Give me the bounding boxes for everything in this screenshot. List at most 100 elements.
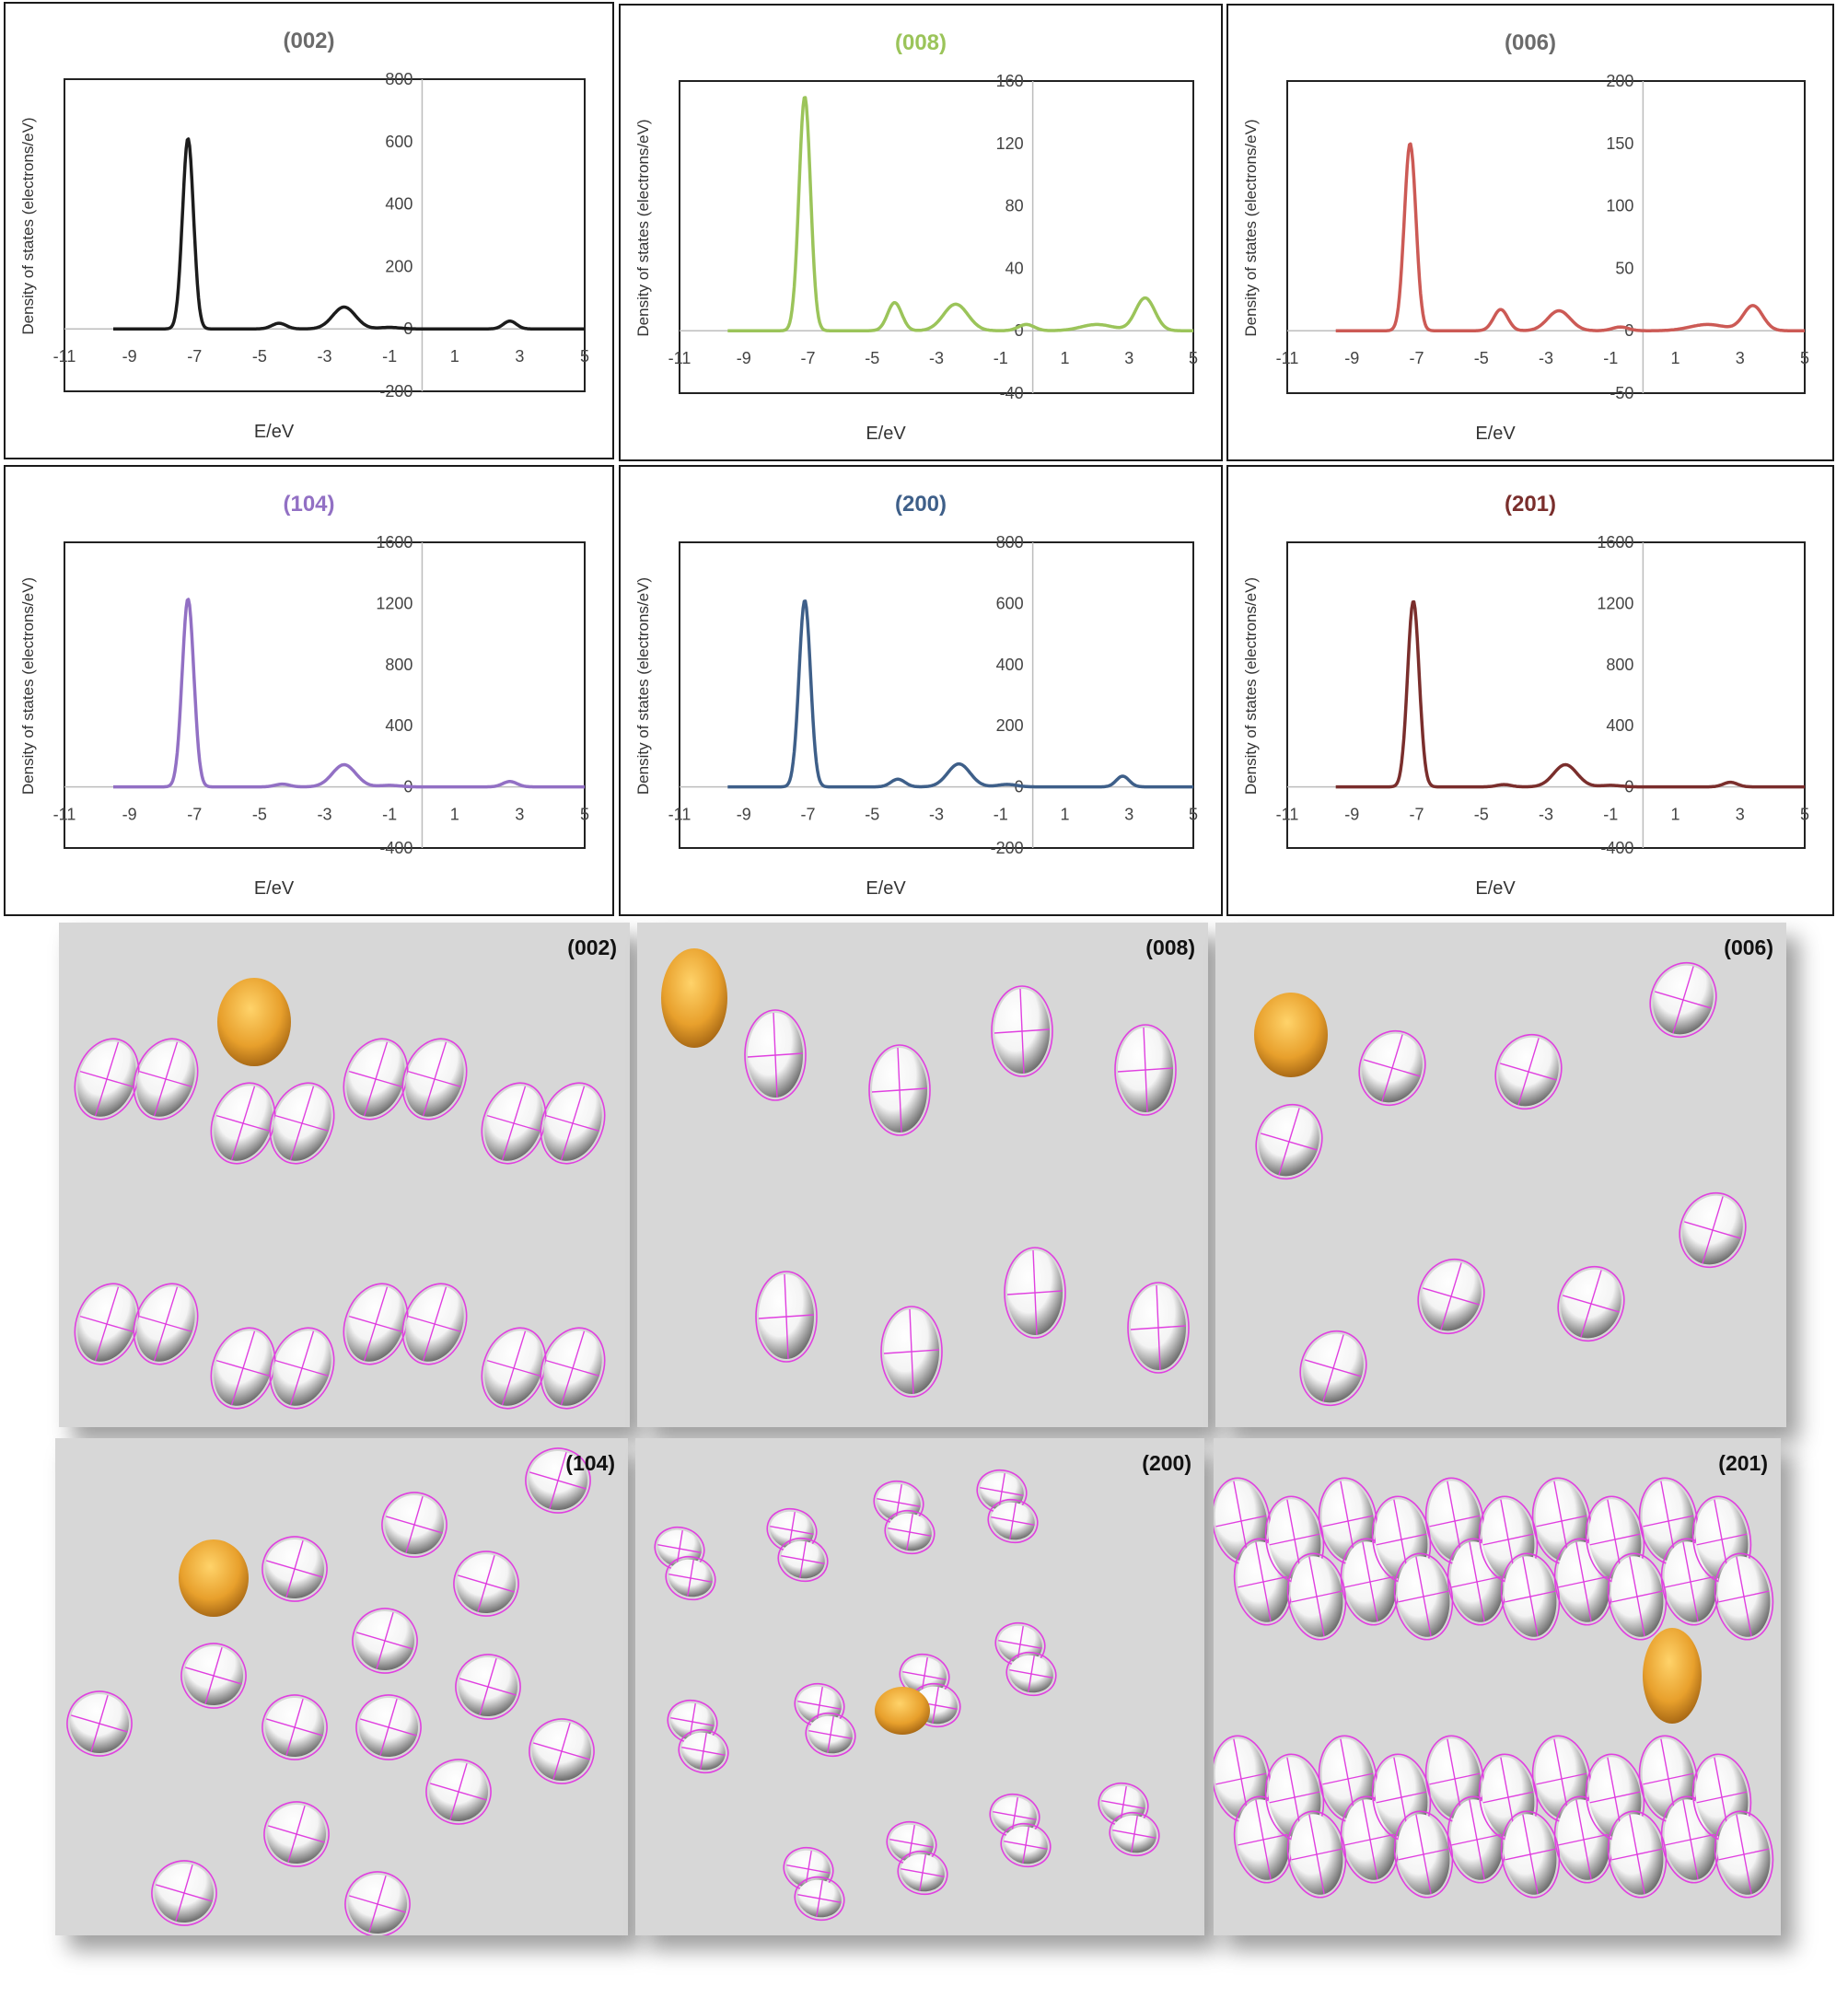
x-tick-label: -11 <box>53 806 76 824</box>
y-tick-label: 200 <box>996 716 1024 735</box>
white-atom <box>343 1038 409 1121</box>
white-atom <box>1494 1033 1563 1110</box>
x-axis-label: E/eV <box>1475 878 1516 899</box>
white-atom <box>654 1526 705 1572</box>
white-atom <box>1531 1735 1592 1823</box>
structure-label: (200) <box>1142 1451 1191 1475</box>
y-tick-label: -200 <box>991 839 1024 857</box>
x-tick-label: -3 <box>1539 806 1553 824</box>
white-atom <box>1714 1552 1774 1641</box>
dos-chart-svg: (006)-11 -9 -7 -5 -3 -1 1 3 5-50050100150200E/eV… <box>1242 30 1809 444</box>
white-atom <box>180 1643 247 1709</box>
white-atom <box>1286 1552 1347 1641</box>
y-axis-label: Density of states (electrons/eV) <box>634 119 652 336</box>
chart-title: (201) <box>1505 492 1556 517</box>
white-atom <box>805 1712 856 1758</box>
y-tick-label: 200 <box>1606 72 1633 90</box>
white-atom <box>1098 1782 1149 1828</box>
white-atom <box>1109 1811 1160 1857</box>
white-atom <box>897 1850 948 1896</box>
y-tick-label: 800 <box>385 656 413 674</box>
y-tick-label: 40 <box>1005 259 1024 277</box>
gold-atom <box>875 1687 930 1735</box>
x-tick-label: -9 <box>1344 806 1359 824</box>
dos-chart-002: (002) -11 -9 -7 -5 -3 -1 1 3 5 -200 0 200 400 600 800 E/… <box>4 2 614 459</box>
white-atom <box>1000 1822 1052 1868</box>
structure-label: (008) <box>1145 935 1195 959</box>
white-atom <box>1127 1282 1190 1374</box>
x-tick-label: 3 <box>1124 806 1133 824</box>
white-atom <box>381 1492 447 1558</box>
white-atom <box>1531 1477 1592 1565</box>
plot-area <box>1286 541 1806 849</box>
white-atom <box>262 1694 328 1760</box>
x-tick-label: -9 <box>1344 349 1359 367</box>
x-axis-label: E/eV <box>254 422 295 442</box>
x-axis-label: E/eV <box>1475 424 1516 444</box>
white-atom <box>1114 1024 1177 1116</box>
x-tick-label: -5 <box>252 806 267 824</box>
structure-svg <box>654 1469 1160 1922</box>
x-tick-label: 1 <box>1060 806 1069 824</box>
y-tick-label: 400 <box>996 656 1024 674</box>
y-tick-label: -400 <box>379 839 413 857</box>
white-atom <box>269 1327 335 1410</box>
white-atom <box>1607 1810 1668 1899</box>
y-tick-label: -40 <box>1000 384 1024 402</box>
dos-curve <box>112 137 586 331</box>
white-atom <box>1004 1247 1066 1339</box>
white-atom <box>151 1860 217 1926</box>
structure-svg <box>1214 1477 1774 1899</box>
x-tick-label: -7 <box>187 347 202 366</box>
y-tick-label: 200 <box>385 257 413 275</box>
x-tick-label: -7 <box>800 349 815 367</box>
white-atom <box>1358 1029 1426 1107</box>
dos-chart-svg: (104)-11 -9 -7 -5 -3 -1 1 3 5-400040080012001600… <box>19 492 589 899</box>
white-atom <box>425 1759 492 1825</box>
y-axis-label: Density of states (electrons/eV) <box>634 577 652 795</box>
structure-label: (104) <box>565 1451 615 1475</box>
y-tick-label: 50 <box>1615 259 1633 277</box>
white-atom <box>1393 1552 1454 1641</box>
x-tick-label: -9 <box>737 806 751 824</box>
x-tick-label: 3 <box>515 347 524 366</box>
white-atom <box>1500 1552 1561 1641</box>
x-axis-label: E/eV <box>866 424 906 444</box>
white-atom <box>777 1537 829 1583</box>
y-tick-label: 150 <box>1606 134 1633 153</box>
x-tick-label: -3 <box>317 806 331 824</box>
y-tick-label: 800 <box>996 533 1024 552</box>
white-atom <box>868 1044 931 1136</box>
white-atom <box>1005 1651 1057 1697</box>
y-tick-label: 800 <box>1606 656 1633 674</box>
white-atom <box>1299 1330 1367 1407</box>
white-atom <box>678 1728 729 1774</box>
white-atom <box>343 1283 409 1365</box>
x-tick-label: -5 <box>1474 806 1489 824</box>
chart-title: (008) <box>895 30 947 55</box>
x-tick-label: 1 <box>450 806 459 824</box>
structure-panel-006: (006) <box>1215 923 1786 1427</box>
y-tick-label: 400 <box>385 195 413 214</box>
plot-area <box>64 78 586 392</box>
y-tick-label: -200 <box>379 382 413 401</box>
plot-area <box>1286 80 1806 394</box>
white-atom <box>210 1327 276 1410</box>
white-atom <box>453 1551 519 1617</box>
x-tick-label: -9 <box>737 349 751 367</box>
y-tick-label: 160 <box>996 72 1024 90</box>
white-atom <box>987 1498 1039 1544</box>
structure-panel-201: (201) <box>1214 1438 1781 1935</box>
dos-chart-svg: (200)-11 -9 -7 -5 -3 -1 1 3 5-2000200400600800E/… <box>634 492 1198 899</box>
dos-curve <box>112 598 586 789</box>
x-tick-label: -5 <box>1474 349 1489 367</box>
white-atom <box>899 1653 950 1699</box>
white-atom <box>1424 1735 1485 1823</box>
white-atom <box>1607 1552 1668 1641</box>
gold-atom <box>661 948 727 1048</box>
white-atom <box>133 1038 199 1121</box>
white-atom <box>355 1694 422 1760</box>
x-tick-label: -1 <box>994 349 1008 367</box>
x-tick-label: 5 <box>580 347 589 366</box>
white-atom <box>352 1608 418 1674</box>
